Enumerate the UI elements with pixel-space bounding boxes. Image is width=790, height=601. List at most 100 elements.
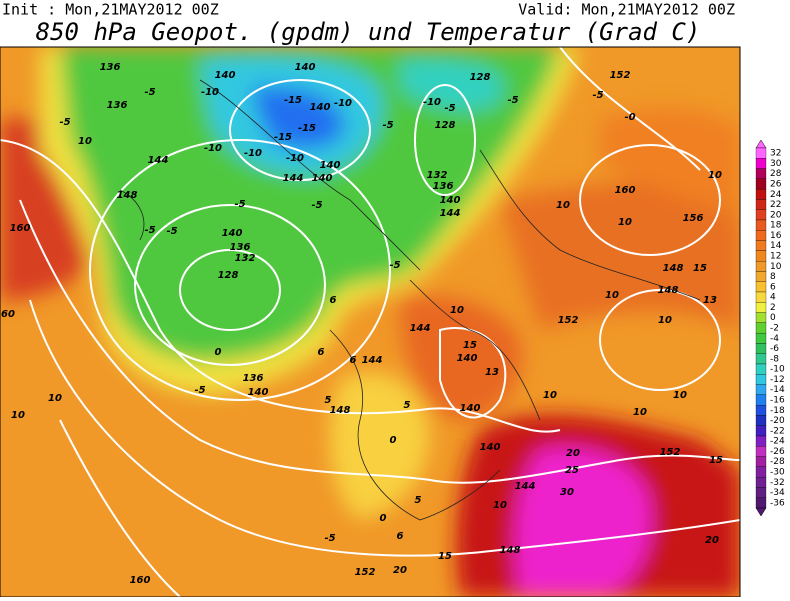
colorbar-label: 8 [770, 272, 776, 282]
contour-label: -10 [244, 148, 262, 159]
contour-label: 10 [78, 136, 92, 147]
colorbar-label: 4 [770, 293, 776, 303]
contour-label: 148 [500, 545, 521, 556]
contour-label: -5 [507, 95, 518, 106]
contour-label: 144 [148, 155, 169, 166]
colorbar-swatch [755, 199, 767, 210]
colorbar-swatch [755, 281, 767, 293]
colorbar-label: -36 [770, 498, 785, 508]
colorbar-swatch [755, 178, 767, 190]
contour-label: -5 [389, 260, 400, 271]
colorbar-label: -32 [770, 478, 785, 488]
colorbar-label: -8 [770, 354, 779, 364]
contour-label: 10 [708, 170, 722, 181]
contour-label: 20 [705, 535, 719, 546]
contour-label: 140 [457, 353, 478, 364]
init-time: Init : Mon,21MAY2012 00Z [2, 1, 219, 19]
colorbar-label: -12 [770, 375, 785, 385]
coastlines [119, 79, 701, 521]
contour-label: 0 [380, 513, 387, 524]
colorbar-label: -30 [770, 468, 785, 478]
colorbar-label: 30 [770, 159, 782, 169]
colorbar-swatch [755, 209, 767, 221]
contour-label: -5 [166, 226, 177, 237]
contour-label: 144 [410, 323, 431, 334]
colorbar-label: 20 [770, 210, 782, 220]
colorbar-swatch [755, 343, 767, 354]
colorbar-swatch [755, 158, 767, 169]
colorbar-swatch [755, 250, 767, 262]
colorbar-label: -26 [770, 447, 785, 457]
contour-label: 140 [215, 70, 236, 81]
contour-label: 152 [660, 447, 681, 458]
contour-label: 140 [310, 102, 331, 113]
contour-label: 136 [230, 242, 251, 253]
contour-label: 148 [330, 405, 351, 416]
colorbar-swatch [755, 353, 767, 365]
colorbar-label: 2 [770, 303, 776, 313]
contour-label: 128 [218, 270, 239, 281]
contour-label: 144 [362, 355, 383, 366]
colorbar-swatch [755, 425, 767, 437]
colorbar-swatch [755, 404, 767, 416]
colorbar-bottom-arrow [755, 507, 767, 517]
colorbar-label: 26 [770, 180, 782, 190]
contour-label: 13 [703, 295, 717, 306]
contour-label: -5 [324, 533, 335, 544]
colorbar-label: -20 [770, 416, 785, 426]
contour-label: 6 [397, 531, 404, 542]
colorbar-swatch [755, 497, 767, 509]
colorbar-label: -22 [770, 426, 785, 436]
contour-label: 10 [605, 290, 619, 301]
contour-label: 15 [438, 551, 452, 562]
contour-label: -5 [382, 120, 393, 131]
geopotential-contours [0, 47, 740, 597]
colorbar-swatch [755, 291, 767, 303]
contour-label: 152 [355, 567, 376, 578]
contour-label: 15 [693, 263, 707, 274]
contour-label: 25 [565, 465, 579, 476]
contour-label: 136 [100, 62, 121, 73]
contour-label: -5 [144, 225, 155, 236]
colorbar-label: -14 [770, 385, 785, 395]
contour-label: 144 [515, 481, 536, 492]
contour-label: -10 [286, 153, 304, 164]
contour-label: -0 [624, 112, 635, 123]
contour-label: 136 [243, 373, 264, 384]
contour-label: 152 [610, 70, 631, 81]
contour-label: 10 [493, 500, 507, 511]
colorbar-swatch [755, 230, 767, 241]
contour-label: 6 [318, 347, 325, 358]
colorbar-swatch [755, 415, 767, 426]
contour-label: 136 [433, 181, 454, 192]
contour-label: -10 [201, 87, 219, 98]
contour-label: 136 [107, 100, 128, 111]
temp-shading [0, 47, 740, 597]
contour-label: 5 [404, 400, 411, 411]
contour-label: -10 [423, 97, 441, 108]
contour-label: 132 [427, 170, 448, 181]
colorbar-swatch [755, 219, 767, 231]
colorbar-label: 6 [770, 282, 776, 292]
contour-label: 20 [393, 565, 407, 576]
colorbar-label: -2 [770, 324, 779, 334]
contour-label: 10 [11, 410, 25, 421]
contour-label: 60 [1, 309, 15, 320]
colorbar-label: 0 [770, 313, 776, 323]
colorbar-label: 18 [770, 221, 782, 231]
contour-label: 30 [560, 487, 574, 498]
colorbar-label: -6 [770, 344, 779, 354]
contour-label: 160 [615, 185, 636, 196]
contour-label: 140 [460, 403, 481, 414]
colorbar-swatch [755, 260, 767, 272]
contour-label: 10 [633, 407, 647, 418]
colorbar-swatch [755, 240, 767, 252]
contour-label: 140 [320, 160, 341, 171]
contour-label: 13 [485, 367, 499, 378]
contour-label: -15 [284, 95, 302, 106]
colorbar-swatch [755, 466, 767, 478]
contour-label: 20 [566, 448, 580, 459]
